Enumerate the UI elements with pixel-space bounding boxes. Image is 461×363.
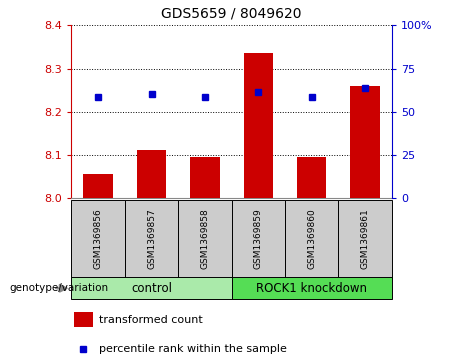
- Bar: [125, 200, 178, 278]
- Text: ROCK1 knockdown: ROCK1 knockdown: [256, 282, 367, 295]
- Bar: [231, 277, 392, 299]
- Bar: [137, 150, 166, 198]
- Bar: [350, 86, 380, 198]
- Bar: [83, 174, 113, 198]
- Text: genotype/variation: genotype/variation: [9, 283, 108, 293]
- Bar: [190, 157, 219, 198]
- Title: GDS5659 / 8049620: GDS5659 / 8049620: [161, 6, 302, 20]
- Text: control: control: [131, 282, 172, 295]
- Text: transformed count: transformed count: [99, 315, 202, 325]
- Text: GSM1369856: GSM1369856: [94, 208, 103, 269]
- Bar: [71, 200, 125, 278]
- Bar: [178, 200, 231, 278]
- Bar: [75, 312, 93, 327]
- Text: GSM1369860: GSM1369860: [307, 208, 316, 269]
- Bar: [244, 53, 273, 198]
- Text: GSM1369858: GSM1369858: [201, 208, 209, 269]
- Bar: [338, 200, 392, 278]
- Bar: [297, 157, 326, 198]
- Bar: [71, 277, 231, 299]
- Bar: [231, 200, 285, 278]
- Text: GSM1369859: GSM1369859: [254, 208, 263, 269]
- Text: percentile rank within the sample: percentile rank within the sample: [99, 344, 287, 354]
- Text: GSM1369861: GSM1369861: [361, 208, 370, 269]
- Text: GSM1369857: GSM1369857: [147, 208, 156, 269]
- Bar: [285, 200, 338, 278]
